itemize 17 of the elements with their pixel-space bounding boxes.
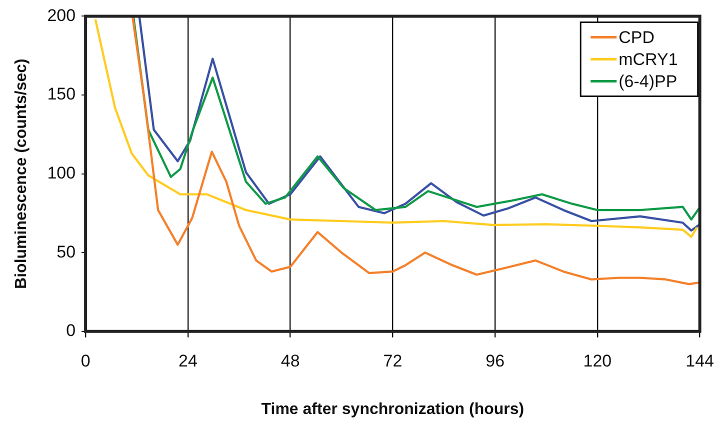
x-tick-label: 120: [583, 351, 612, 370]
x-axis-title: Time after synchronization (hours): [261, 400, 524, 418]
y-tick-label: 200: [47, 6, 76, 25]
x-tick-label: 144: [686, 351, 714, 370]
x-tick-label: 72: [383, 351, 402, 370]
x-tick-label: 48: [280, 351, 300, 370]
x-tick-label: 24: [178, 351, 198, 370]
x-tick-label: 96: [486, 351, 505, 370]
legend-label: mCRY1: [618, 50, 678, 69]
y-tick-label: 50: [56, 242, 76, 262]
legend-label: (6-4)PP: [618, 72, 678, 91]
y-tick-label: 150: [47, 84, 76, 104]
legend-label: CPD: [618, 28, 655, 47]
y-tick-label: 0: [66, 321, 76, 340]
y-axis-title: Bioluminescence (counts/sec): [13, 58, 30, 289]
y-tick-label: 100: [47, 163, 76, 182]
x-tick-label: 0: [80, 351, 90, 370]
